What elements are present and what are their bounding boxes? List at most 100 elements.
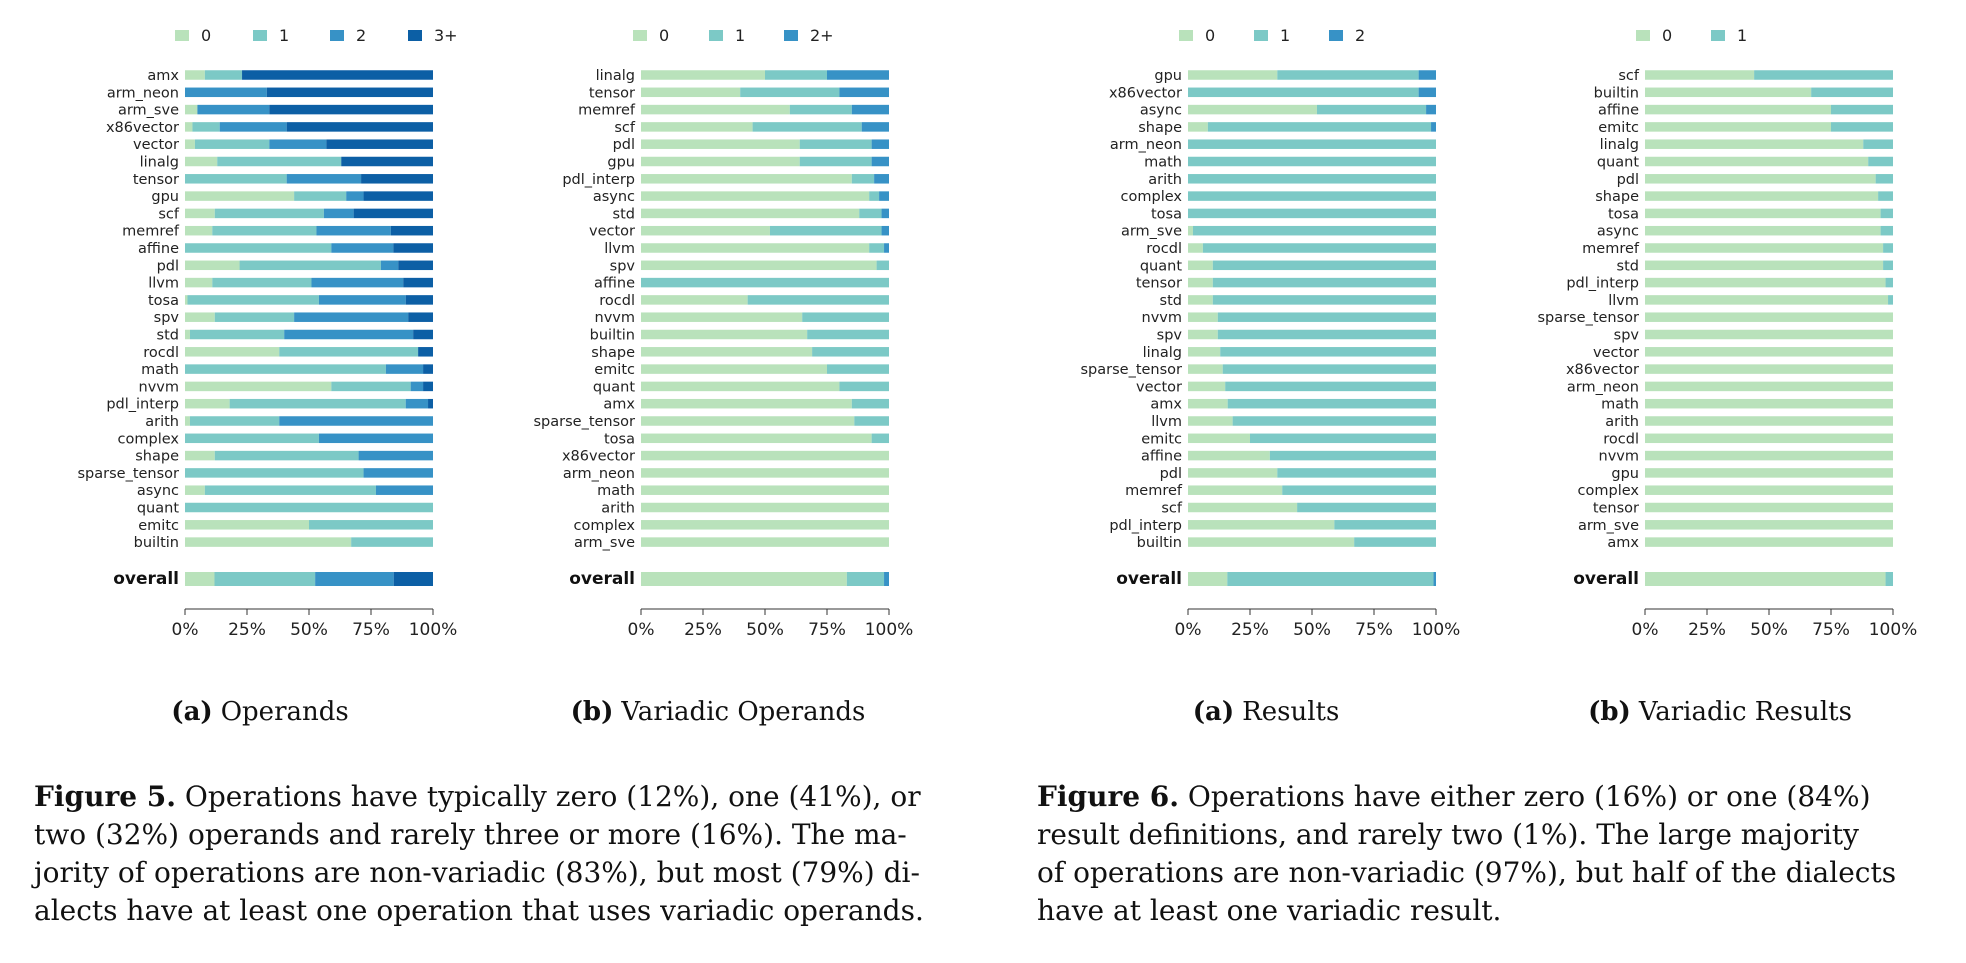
- bar-segment: [361, 174, 433, 184]
- bar-segment: [839, 381, 889, 392]
- category-label: nvvm: [139, 379, 179, 395]
- bar-segment: [375, 485, 433, 495]
- category-label: shape: [135, 449, 179, 465]
- bar-segment: [197, 104, 270, 115]
- bar-segment: [1188, 520, 1335, 530]
- bar-segment: [279, 416, 433, 426]
- category-label: quant: [137, 501, 179, 517]
- bar-segment: [641, 502, 889, 513]
- bar-segment: [403, 277, 433, 288]
- category-label: spv: [154, 310, 180, 326]
- category-label: builtin: [1137, 535, 1182, 551]
- bar-segment: [1277, 70, 1419, 80]
- category-label: rocdl: [599, 293, 635, 309]
- bar-segment: [859, 208, 882, 219]
- bar-segment: [1418, 70, 1436, 80]
- bar-segment: [185, 433, 319, 444]
- legend-label: 1: [279, 26, 289, 45]
- category-label: shape: [591, 345, 635, 361]
- bar-segment: [341, 156, 433, 167]
- bar-segment: [876, 260, 889, 271]
- caption-line: alects have at least one operation that …: [34, 894, 924, 927]
- legend-label: 0: [659, 26, 669, 45]
- category-label: memref: [1582, 241, 1640, 257]
- bar-segment: [239, 260, 381, 271]
- category-label: sparse_tensor: [1537, 310, 1639, 326]
- bar-segment: [1645, 208, 1881, 219]
- bar-segment: [1645, 416, 1893, 426]
- subcaption: (a) Results: [1193, 697, 1340, 727]
- subcaption-letter: (a): [1193, 697, 1234, 727]
- bar-segment: [418, 347, 433, 357]
- bar-segment: [185, 225, 213, 236]
- category-label: llvm: [148, 276, 179, 292]
- bar-segment: [641, 139, 800, 149]
- legend-swatch: [330, 30, 344, 41]
- bar-segment: [269, 139, 327, 149]
- legend-label: 2+: [810, 26, 834, 45]
- legend-swatch: [1179, 30, 1193, 41]
- bar-segment: [1645, 468, 1893, 478]
- category-label: x86vector: [562, 449, 635, 465]
- bar-segment: [1188, 139, 1436, 149]
- category-label: pdl_interp: [106, 397, 179, 413]
- category-label: complex: [118, 431, 180, 447]
- bar-segment: [641, 485, 889, 495]
- overall-label: overall: [1573, 569, 1639, 589]
- category-label: linalg: [140, 155, 179, 171]
- bar-segment: [641, 468, 889, 478]
- bar-segment: [1188, 243, 1203, 253]
- bar-segment: [1227, 398, 1436, 409]
- category-label: amx: [1150, 397, 1182, 413]
- caption-line: of operations are non-variadic (97%), bu…: [1037, 856, 1897, 889]
- category-label: std: [157, 328, 179, 344]
- category-label: rocdl: [143, 345, 179, 361]
- legend-swatch: [1636, 30, 1650, 41]
- category-label: std: [613, 206, 635, 222]
- category-label: tosa: [604, 431, 635, 447]
- bar-segment: [185, 277, 213, 288]
- bar-segment: [1645, 191, 1879, 201]
- bar-segment: [1831, 104, 1893, 115]
- bar-segment: [799, 156, 872, 167]
- bar-segment: [869, 191, 880, 201]
- bar-segment: [1269, 450, 1436, 461]
- category-label: scf: [614, 120, 636, 136]
- legend-swatch: [633, 30, 647, 41]
- bar-segment: [1645, 260, 1884, 271]
- x-tick-label: 50%: [1293, 620, 1331, 640]
- bar-segment: [812, 347, 889, 357]
- category-label: rocdl: [1603, 431, 1639, 447]
- bar-segment: [765, 70, 827, 80]
- overall-label: overall: [1116, 569, 1182, 589]
- bar-segment: [851, 174, 875, 184]
- bar-segment: [1222, 364, 1436, 374]
- bar-segment: [185, 243, 332, 253]
- bar-segment: [185, 485, 205, 495]
- bar-segment: [214, 450, 359, 461]
- category-label: arm_sve: [1121, 224, 1182, 240]
- bar-segment: [1645, 572, 1886, 586]
- bar-segment: [185, 329, 190, 340]
- legend-swatch: [175, 30, 189, 41]
- subcaption-text: Operands: [221, 697, 349, 727]
- x-tick-label: 100%: [1412, 620, 1461, 640]
- category-label: tensor: [1136, 276, 1182, 292]
- legend-swatch: [1329, 30, 1343, 41]
- category-label: sparse_tensor: [1080, 362, 1182, 378]
- bar-segment: [185, 156, 218, 167]
- bar-segment: [185, 468, 364, 478]
- bar-segment: [1227, 572, 1434, 586]
- bar-segment: [326, 139, 433, 149]
- caption-line: two (32%) operands and rarely three or m…: [34, 818, 907, 851]
- bar-segment: [405, 398, 429, 409]
- x-tick-label: 25%: [1231, 620, 1269, 640]
- bar-segment: [1282, 485, 1436, 495]
- category-label: emitc: [594, 362, 635, 378]
- bar-segment: [641, 70, 765, 80]
- bar-segment: [1212, 295, 1436, 305]
- bar-segment: [1645, 502, 1893, 513]
- x-tick-label: 100%: [1869, 620, 1918, 640]
